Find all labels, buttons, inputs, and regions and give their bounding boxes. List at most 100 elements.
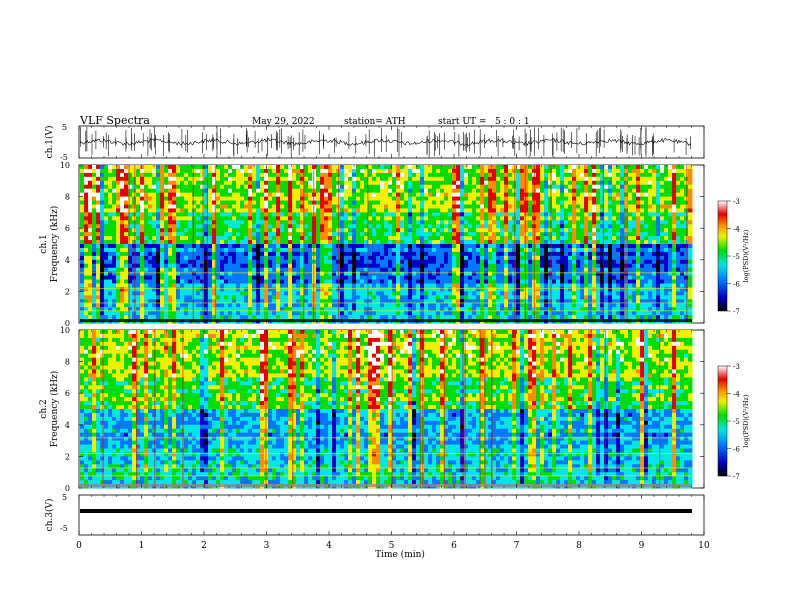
spectrogram-cell — [136, 283, 141, 288]
spectrogram-cell — [236, 263, 241, 269]
spectrogram-cell — [272, 168, 277, 174]
spectrogram-cell — [432, 271, 437, 276]
spectrogram-cell — [632, 172, 637, 178]
spectrogram-cell — [600, 204, 605, 209]
spectrogram-cell — [636, 251, 641, 257]
spectrogram-cell — [484, 212, 489, 217]
spectrogram-cell — [300, 232, 305, 237]
spectrogram-cell — [424, 232, 429, 237]
spectrogram-cell — [108, 172, 113, 178]
spectrogram-cell — [188, 224, 193, 229]
spectrogram-cell — [324, 176, 329, 182]
spectrogram-cell — [572, 228, 577, 233]
spectrogram-cell — [140, 247, 145, 253]
spectrogram-cell — [608, 271, 613, 276]
spectrogram-cell — [500, 275, 505, 280]
spectrogram-cell — [284, 287, 289, 292]
spectrogram-cell — [200, 255, 205, 261]
spectrogram-cell — [656, 275, 661, 280]
spectrogram-cell — [224, 236, 229, 241]
spectrogram-cell — [296, 168, 301, 174]
spectrogram-cell — [344, 244, 349, 249]
spectrogram-cell — [444, 259, 449, 265]
spectrogram-cell — [612, 165, 617, 170]
spectrogram-cell — [632, 200, 637, 205]
spectrogram-cell — [516, 220, 521, 225]
spectrogram-cell — [584, 216, 589, 221]
spectrogram-cell — [596, 267, 601, 273]
spectrogram-cell — [620, 255, 625, 261]
spectrogram-cell — [80, 247, 85, 253]
spectrogram-cell — [524, 279, 529, 284]
spectrogram-cell — [272, 283, 277, 288]
spectrogram-cell — [152, 204, 157, 209]
spectrogram-cell — [664, 232, 669, 237]
spectrogram-cell — [192, 279, 197, 284]
spectrogram-cell — [256, 192, 261, 197]
spectrogram-cell — [136, 180, 141, 186]
spectrogram-cell — [228, 208, 233, 213]
spectrogram-cell — [224, 232, 229, 237]
spectrogram-cell — [636, 224, 641, 229]
spectrogram-cell — [348, 224, 353, 229]
spectrogram-cell — [80, 287, 85, 292]
spectrogram-cell — [124, 172, 129, 178]
spectrogram-cell — [416, 247, 421, 253]
spectrogram-cell — [160, 180, 165, 186]
spectrogram-cell — [308, 180, 313, 186]
spectrogram-cell — [84, 232, 89, 237]
spectrogram-cell — [212, 176, 217, 182]
spectrogram-cell — [248, 180, 253, 186]
spectrogram-cell — [680, 224, 685, 229]
spectrogram-cell — [116, 275, 121, 280]
spectrogram-cell — [216, 184, 221, 190]
spectrogram-cell — [144, 259, 149, 265]
spectrogram-cell — [184, 188, 189, 194]
spectrogram-cell — [552, 200, 557, 205]
spectrogram-cell — [416, 255, 421, 261]
spectrogram-cell — [432, 192, 437, 197]
spectrogram-cell — [600, 168, 605, 174]
spectrogram-cell — [688, 275, 693, 280]
spectrogram-cell — [476, 275, 481, 280]
spectrogram-cell — [432, 196, 437, 201]
spectrogram-cell — [440, 188, 445, 194]
spectrogram-cell — [156, 271, 161, 276]
spectrogram-cell — [176, 204, 181, 209]
spectrogram-cell — [104, 172, 109, 178]
spectrogram-cell — [476, 251, 481, 257]
spectrogram-cell — [324, 279, 329, 284]
spectrogram-cell — [376, 224, 381, 229]
spectrogram-cell — [576, 236, 581, 241]
spectrogram-cell — [316, 244, 321, 249]
spectrogram-cell — [104, 212, 109, 217]
spectrogram-cell — [648, 244, 653, 249]
spectrogram-cell — [508, 200, 513, 205]
spectrogram-cell — [604, 200, 609, 205]
spectrogram-cell — [124, 220, 129, 225]
spectrogram-cell — [332, 228, 337, 233]
spectrogram-cell — [120, 220, 125, 225]
spectrogram-cell — [636, 228, 641, 233]
spectrogram-cell — [112, 165, 117, 170]
spectrogram-cell — [376, 184, 381, 190]
spectrogram-cell — [460, 283, 465, 288]
spectrogram-cell — [356, 240, 361, 245]
spectrogram-cell — [484, 283, 489, 288]
spectrogram-cell — [236, 224, 241, 229]
spectrogram-cell — [616, 244, 621, 249]
spectrogram-cell — [284, 196, 289, 201]
spectrogram-cell — [396, 188, 401, 194]
spectrogram-cell — [688, 259, 693, 265]
spectrogram-cell — [468, 271, 473, 276]
spectrogram-cell — [96, 275, 101, 280]
spectrogram-cell — [544, 283, 549, 288]
spectrogram-cell — [640, 240, 645, 245]
spectrogram-cell — [112, 283, 117, 288]
spectrogram-cell — [168, 168, 173, 174]
spectrogram-cell — [396, 216, 401, 221]
spectrogram-cell — [420, 180, 425, 186]
spectrogram-cell — [180, 259, 185, 265]
spectrogram-cell — [252, 259, 257, 265]
spectrogram-cell — [100, 259, 105, 265]
